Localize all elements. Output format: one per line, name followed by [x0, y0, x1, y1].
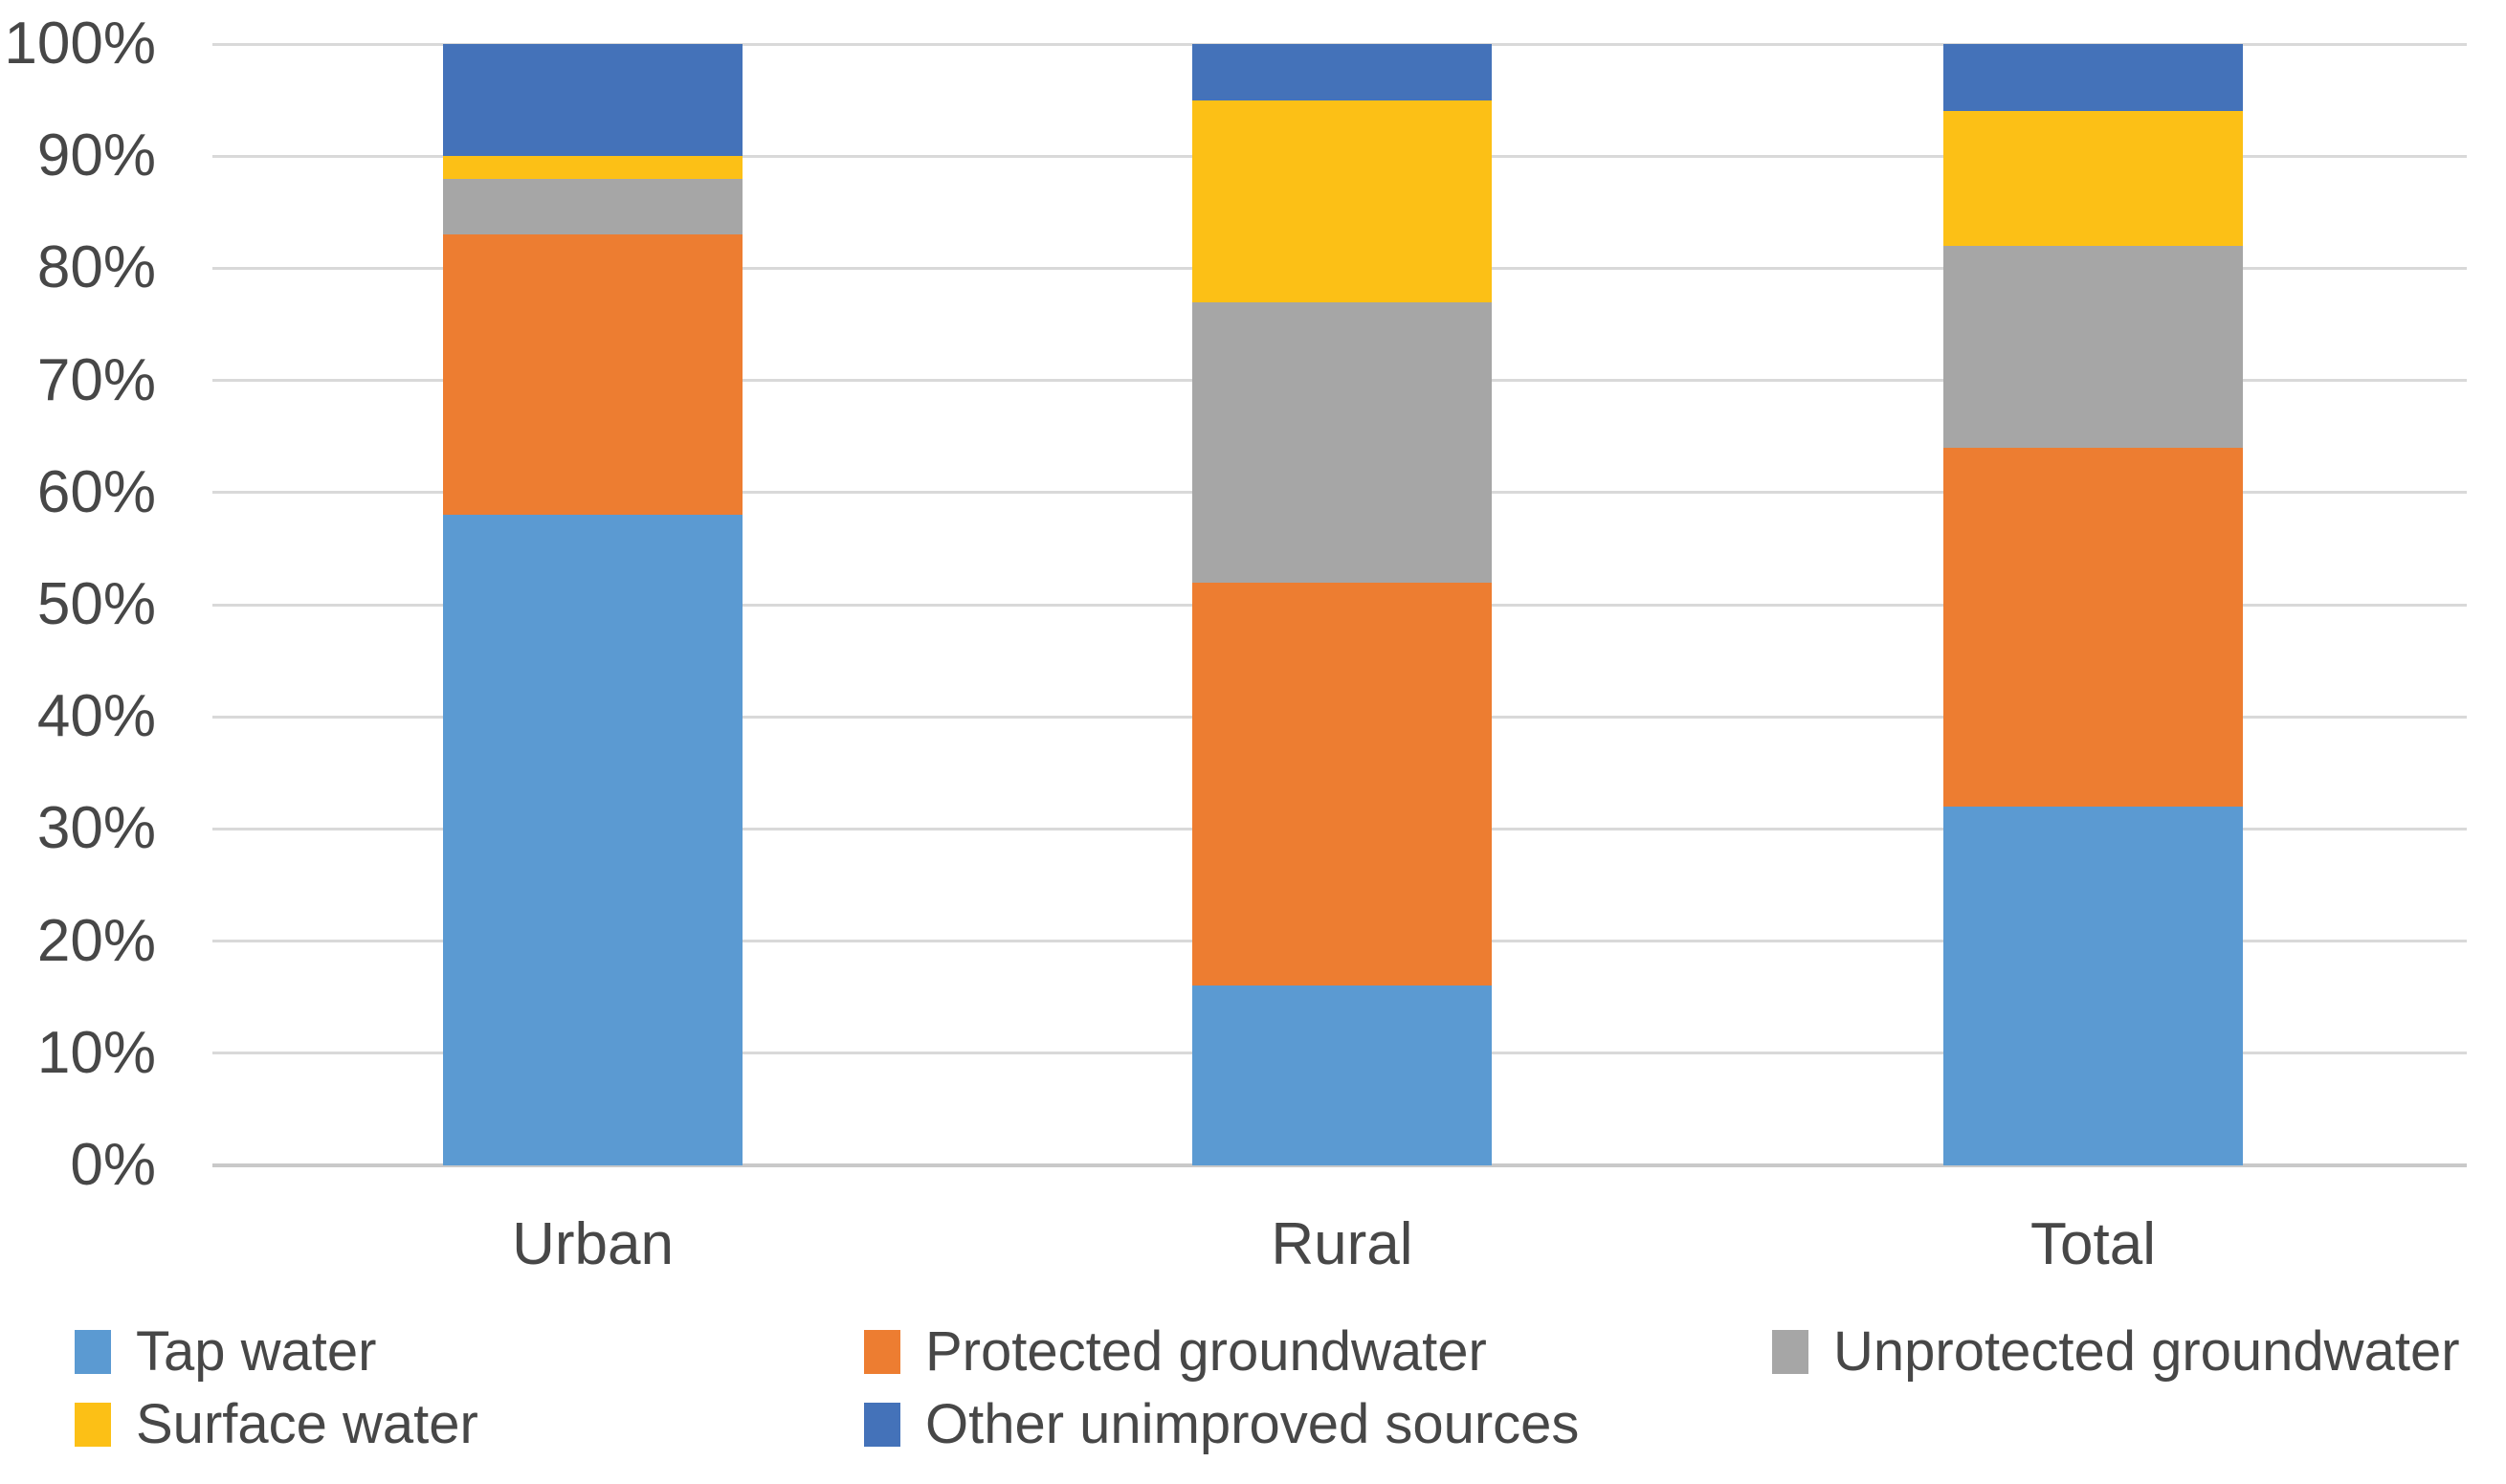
- bar-segment-total-surface-water: [1943, 111, 2243, 246]
- y-tick-label-30: 30%: [36, 795, 156, 862]
- legend-label: Tap water: [136, 1320, 377, 1383]
- bar-rural: [1192, 44, 1492, 1165]
- y-tick-label-20: 20%: [36, 907, 156, 974]
- y-tick-label-100: 100%: [4, 11, 156, 77]
- bar-segment-rural-surface-water: [1192, 100, 1492, 302]
- bar-segment-total-tap-water: [1943, 806, 2243, 1165]
- legend-label: Protected groundwater: [925, 1320, 1487, 1383]
- bar-segment-total-unprotected-groundwater: [1943, 245, 2243, 448]
- bar-segment-urban-unprotected-groundwater: [443, 178, 743, 235]
- y-tick-label-70: 70%: [36, 346, 156, 413]
- y-tick-label-60: 60%: [36, 458, 156, 525]
- y-tick-label-90: 90%: [36, 122, 156, 189]
- x-category-label-rural: Rural: [1271, 1211, 1413, 1277]
- legend-swatch-icon: [864, 1330, 900, 1374]
- legend-label: Unprotected groundwater: [1833, 1320, 2460, 1383]
- bar-segment-rural-tap-water: [1192, 986, 1492, 1165]
- bar-total: [1943, 44, 2243, 1165]
- bar-segment-total-other-unimproved-sources: [1943, 44, 2243, 112]
- y-tick-label-80: 80%: [36, 234, 156, 301]
- legend-swatch-icon: [75, 1403, 111, 1447]
- legend-label: Surface water: [136, 1393, 478, 1455]
- legend-item-protected-groundwater: Protected groundwater: [864, 1324, 1487, 1380]
- y-tick-label-0: 0%: [70, 1132, 156, 1198]
- x-category-label-urban: Urban: [512, 1211, 674, 1277]
- x-axis-line: [212, 1163, 2467, 1167]
- legend-swatch-icon: [1772, 1330, 1808, 1374]
- legend-swatch-icon: [864, 1403, 900, 1447]
- y-tick-label-10: 10%: [36, 1019, 156, 1086]
- bar-segment-rural-unprotected-groundwater: [1192, 301, 1492, 583]
- bar-segment-urban-tap-water: [443, 515, 743, 1165]
- bar-segment-rural-protected-groundwater: [1192, 582, 1492, 986]
- legend-item-other-unimproved-sources: Other unimproved sources: [864, 1397, 1579, 1452]
- x-category-label-total: Total: [2030, 1211, 2156, 1277]
- y-tick-label-40: 40%: [36, 683, 156, 750]
- bar-segment-rural-other-unimproved-sources: [1192, 44, 1492, 100]
- legend-label: Other unimproved sources: [925, 1393, 1580, 1455]
- y-tick-label-50: 50%: [36, 571, 156, 637]
- legend-item-unprotected-groundwater: Unprotected groundwater: [1772, 1324, 2460, 1380]
- legend-item-tap-water: Tap water: [75, 1324, 376, 1380]
- bar-segment-urban-protected-groundwater: [443, 234, 743, 516]
- bar-urban: [443, 44, 743, 1165]
- bar-segment-urban-other-unimproved-sources: [443, 44, 743, 157]
- legend-item-surface-water: Surface water: [75, 1397, 478, 1452]
- legend-swatch-icon: [75, 1330, 111, 1374]
- bar-segment-total-protected-groundwater: [1943, 447, 2243, 807]
- bar-segment-urban-surface-water: [443, 156, 743, 179]
